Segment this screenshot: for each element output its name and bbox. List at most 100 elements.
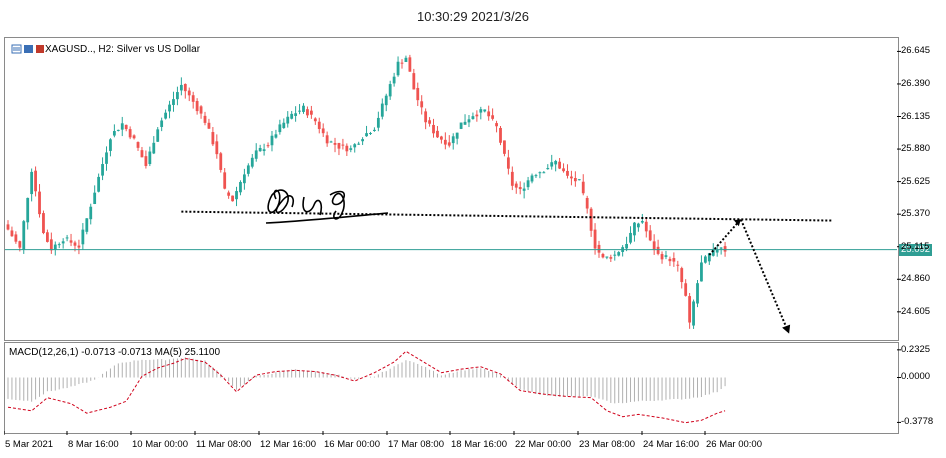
candle-body: [183, 83, 187, 92]
candle-body: [223, 172, 227, 189]
candle-body: [14, 234, 18, 242]
candle-body: [538, 172, 542, 174]
candle-body: [723, 246, 727, 252]
candle-body: [254, 150, 258, 159]
candle-body: [597, 244, 601, 253]
candle-body: [719, 247, 723, 249]
candle-body: [404, 57, 408, 62]
candle-body: [215, 141, 219, 155]
candle-body: [676, 264, 680, 266]
macd-axis-label: 0.2325: [901, 343, 931, 355]
candle-body: [707, 253, 711, 262]
candle-body: [361, 139, 364, 142]
candle-body: [672, 258, 676, 262]
candle-body: [306, 109, 309, 116]
time-axis-label: 23 Mar 08:00: [579, 439, 635, 450]
candle-body: [455, 132, 459, 139]
candle-body: [696, 283, 699, 304]
candle-body: [609, 257, 613, 259]
candle-body: [369, 133, 372, 135]
candle-body: [325, 135, 329, 144]
candle-body: [148, 151, 152, 165]
candle-body: [692, 301, 695, 326]
candle-body: [313, 118, 317, 122]
candle-body: [585, 197, 589, 209]
candle-body: [239, 182, 242, 193]
candle-body: [684, 283, 688, 296]
candle-body: [49, 239, 53, 251]
macd-panel[interactable]: MACD(12,26,1) -0.0713 -0.0713 MA(5) 25.1…: [4, 342, 899, 434]
candle-body: [487, 111, 491, 117]
price-axis-label: 24.860: [901, 273, 931, 285]
candle-body: [176, 92, 179, 100]
candle-body: [617, 252, 621, 256]
candle-body: [648, 230, 652, 241]
candle-body: [250, 157, 254, 167]
candle-body: [566, 170, 569, 176]
candle-body: [534, 175, 538, 177]
candle-body: [558, 161, 561, 169]
candle-body: [42, 213, 45, 234]
candle-body: [298, 110, 301, 112]
current-price-tag: 25.092: [899, 243, 933, 256]
time-axis-label: 11 Mar 08:00: [196, 439, 252, 450]
candle-body: [219, 153, 223, 170]
candle-body: [629, 232, 632, 243]
candle-body: [211, 132, 215, 145]
candle-body: [345, 145, 349, 152]
candle-body: [373, 129, 376, 131]
chart-window: XAGUSD.., H2: Silver vs US Dollar MACD(1…: [4, 37, 941, 450]
candle-body: [309, 110, 313, 115]
price-axis-label: 25.115: [901, 240, 930, 252]
candle-body: [550, 162, 554, 167]
candle-body: [680, 268, 684, 283]
time-axis-label: 24 Mar 16:00: [643, 439, 699, 450]
candle-body: [235, 191, 238, 200]
candle-body: [412, 73, 416, 90]
candle-body: [140, 150, 144, 158]
candle-body: [61, 241, 65, 244]
candle-body: [69, 240, 73, 243]
time-axis-label: 16 Mar 00:00: [324, 439, 380, 450]
candle-body: [570, 176, 573, 179]
candle-body: [195, 100, 199, 112]
candle-body: [321, 128, 325, 134]
candle-body: [203, 115, 207, 123]
candle-body: [471, 116, 475, 120]
candle-body: [77, 245, 81, 248]
price-panel[interactable]: XAGUSD.., H2: Silver vs US Dollar: [4, 37, 899, 341]
candle-body: [408, 57, 412, 72]
candle-body: [593, 229, 597, 249]
candle-body: [22, 221, 26, 250]
candle-body: [656, 246, 660, 254]
candle-body: [664, 255, 668, 257]
candle-body: [124, 124, 128, 130]
candle-body: [668, 258, 672, 262]
candle-body: [475, 114, 479, 117]
projection-arrowhead-down: [782, 324, 791, 334]
price-axis-label: 24.605: [901, 305, 931, 317]
candle-body: [644, 221, 648, 232]
candle-body: [652, 241, 656, 251]
candle-body: [341, 144, 345, 146]
candle-body: [495, 123, 498, 127]
time-axis-label: 10 Mar 00:00: [132, 439, 188, 450]
candle-body: [144, 156, 148, 166]
candle-body: [97, 176, 101, 192]
candle-body: [10, 230, 14, 237]
price-axis-label: 25.880: [901, 143, 931, 155]
candle-body: [443, 139, 447, 145]
candle-body: [479, 109, 483, 113]
candle-body: [506, 157, 510, 169]
candle-body: [625, 243, 628, 249]
candle-body: [34, 170, 37, 192]
candle-body: [424, 111, 428, 123]
candle-body: [660, 254, 664, 260]
candle-body: [337, 142, 341, 149]
candle-body: [349, 148, 353, 150]
candle-body: [30, 171, 34, 195]
candle-body: [483, 109, 487, 112]
time-axis-label: 22 Mar 00:00: [515, 439, 571, 450]
projection-arrowhead-up: [733, 219, 741, 227]
candle-body: [459, 122, 463, 129]
